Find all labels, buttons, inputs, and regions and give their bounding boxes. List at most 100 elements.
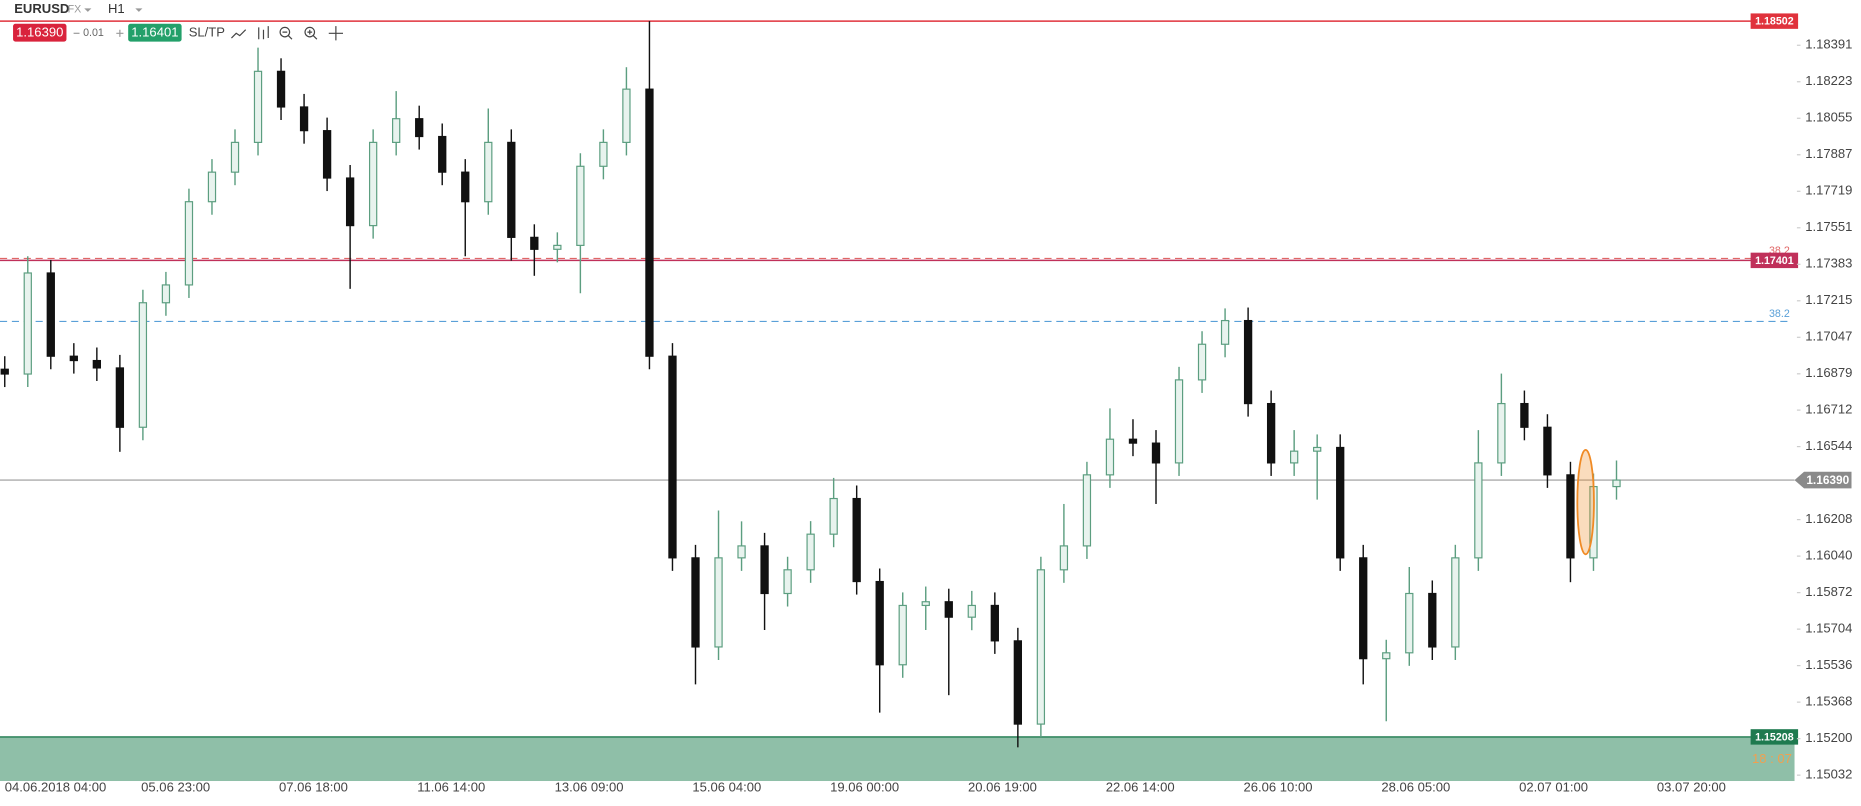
- zone-badge-label: 1.15208: [1755, 731, 1794, 743]
- y-tick-label: 1.15368: [1805, 694, 1852, 709]
- x-tick-label: 19.06 00:00: [830, 780, 899, 795]
- caret[interactable]: [135, 8, 143, 12]
- current-price-label: 1.16390: [1806, 473, 1849, 487]
- candle-body: [576, 165, 585, 246]
- crosshair-icon[interactable]: [328, 26, 344, 41]
- plot-area: 38.2 38.2 1.18502 1.17401 1.15208 18 : 07 1.18…: [0, 13, 1852, 795]
- candle-body: [1428, 592, 1437, 648]
- y-tick-label: 1.16712: [1805, 402, 1852, 417]
- candle-body: [691, 557, 700, 648]
- x-tick-label: 07.06 18:00: [279, 780, 348, 795]
- y-tick-label: 1.16544: [1805, 438, 1852, 453]
- y-tick-label: 1.18055: [1805, 110, 1852, 125]
- countdown: 18 : 07: [1752, 751, 1792, 766]
- x-tick-label: 26.06 10:00: [1244, 780, 1313, 795]
- candle-body: [967, 604, 976, 618]
- candle-body: [46, 272, 55, 357]
- plus-icon[interactable]: [116, 29, 124, 37]
- sltp-button[interactable]: SL/TP: [189, 25, 226, 40]
- y-tick-label: 1.17719: [1805, 183, 1852, 198]
- candle-body: [1313, 446, 1322, 452]
- candle-body: [645, 88, 654, 357]
- x-tick-label: 22.06 14:00: [1106, 780, 1175, 795]
- candle-body: [944, 601, 953, 618]
- y-tick-label: 1.16208: [1805, 511, 1852, 526]
- candle-body: [1036, 569, 1046, 725]
- support-zone: [0, 736, 1795, 782]
- bid-price: 1.16390: [16, 25, 63, 40]
- candle-body: [1382, 652, 1391, 660]
- candle-body: [1105, 438, 1115, 476]
- candle-body: [622, 88, 631, 143]
- x-tick-label: 15.06 04:00: [692, 780, 761, 795]
- candle-body: [783, 569, 792, 595]
- candle-body: [1243, 319, 1253, 405]
- ask-price: 1.16401: [131, 25, 178, 40]
- candle-body: [1520, 402, 1529, 428]
- candle-body: [322, 130, 332, 179]
- sell-button[interactable]: [13, 23, 67, 42]
- candle-body: [1151, 442, 1161, 464]
- price-badge: [1750, 13, 1799, 29]
- candle-icon[interactable]: [258, 26, 269, 40]
- lot-size[interactable]: 0.01: [83, 27, 104, 39]
- candle-body: [1359, 557, 1368, 660]
- candle-body: [668, 355, 677, 559]
- current-price-badge: [1794, 471, 1852, 489]
- candle-body: [230, 141, 240, 173]
- candle-body: [484, 141, 493, 203]
- x-tick-label: 04.06.2018 04:00: [5, 780, 107, 795]
- candle-body: [1174, 379, 1184, 464]
- symbol[interactable]: EURUSD: [14, 1, 69, 16]
- candle-body: [1543, 426, 1552, 476]
- candle-body: [1266, 402, 1276, 464]
- y-tick-label: 1.18223: [1805, 73, 1852, 88]
- candle-body: [138, 302, 148, 428]
- y-tick-label: 1.17383: [1805, 256, 1852, 271]
- buy-button[interactable]: [128, 23, 182, 42]
- timeframe[interactable]: H1: [108, 1, 125, 16]
- y-tick-label: 1.17047: [1805, 329, 1852, 344]
- candle-body: [461, 171, 470, 203]
- candle-body: [507, 141, 516, 238]
- candle-body: [1612, 479, 1621, 488]
- y-tick-label: 1.17887: [1805, 146, 1852, 161]
- zoom-out-icon[interactable]: [279, 26, 291, 38]
- zoom-in-icon[interactable]: [304, 26, 316, 38]
- candle-body: [898, 604, 907, 666]
- y-tick-label: 1.16040: [1805, 548, 1852, 563]
- line-chart-icon[interactable]: [231, 29, 247, 39]
- caret[interactable]: [84, 8, 92, 12]
- candle-body: [23, 272, 32, 375]
- candle-body: [368, 141, 378, 227]
- candle-body: [1220, 319, 1230, 345]
- candle-body: [760, 545, 769, 595]
- candle-body: [276, 70, 286, 108]
- candle-body: [438, 135, 447, 173]
- zoom-out-icon-detail: [282, 31, 293, 40]
- y-tick-label: 1.15536: [1805, 657, 1852, 672]
- fib-label: 38.2: [1769, 245, 1790, 257]
- x-tick-label: 28.06 05:00: [1381, 780, 1450, 795]
- candle-body: [1197, 343, 1207, 381]
- y-tick-label: 1.15704: [1805, 621, 1852, 636]
- zone-badge: [1750, 729, 1799, 745]
- fib-label: 38.2: [1769, 308, 1790, 320]
- candle-body: [92, 359, 102, 369]
- candle-body: [875, 580, 884, 666]
- candle-body: [299, 106, 309, 132]
- x-tick-label: 20.06 19:00: [968, 780, 1037, 795]
- candle-body: [1451, 557, 1460, 648]
- candle-body: [530, 236, 539, 250]
- candle-body: [714, 557, 723, 648]
- candle-body: [115, 367, 125, 428]
- y-tick-label: 1.15200: [1805, 730, 1852, 745]
- market[interactable]: FX: [68, 3, 82, 15]
- y-tick-label: 1.15872: [1805, 584, 1852, 599]
- x-tick-label: 03.07 20:00: [1657, 780, 1726, 795]
- candle-body: [392, 118, 401, 143]
- price-badge-label: 1.18502: [1755, 16, 1794, 28]
- x-tick-label: 13.06 09:00: [555, 780, 624, 795]
